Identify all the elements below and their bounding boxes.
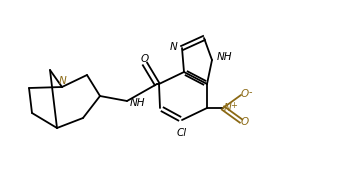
- Text: N: N: [59, 76, 67, 86]
- Text: O: O: [141, 54, 149, 64]
- Text: O: O: [241, 89, 249, 99]
- Text: NH: NH: [130, 98, 146, 108]
- Text: Cl: Cl: [177, 128, 187, 138]
- Text: NH: NH: [217, 52, 232, 62]
- Text: -: -: [249, 87, 252, 97]
- Text: O: O: [241, 117, 249, 127]
- Text: N: N: [224, 103, 232, 113]
- Text: N: N: [170, 42, 178, 52]
- Text: +: +: [230, 101, 237, 109]
